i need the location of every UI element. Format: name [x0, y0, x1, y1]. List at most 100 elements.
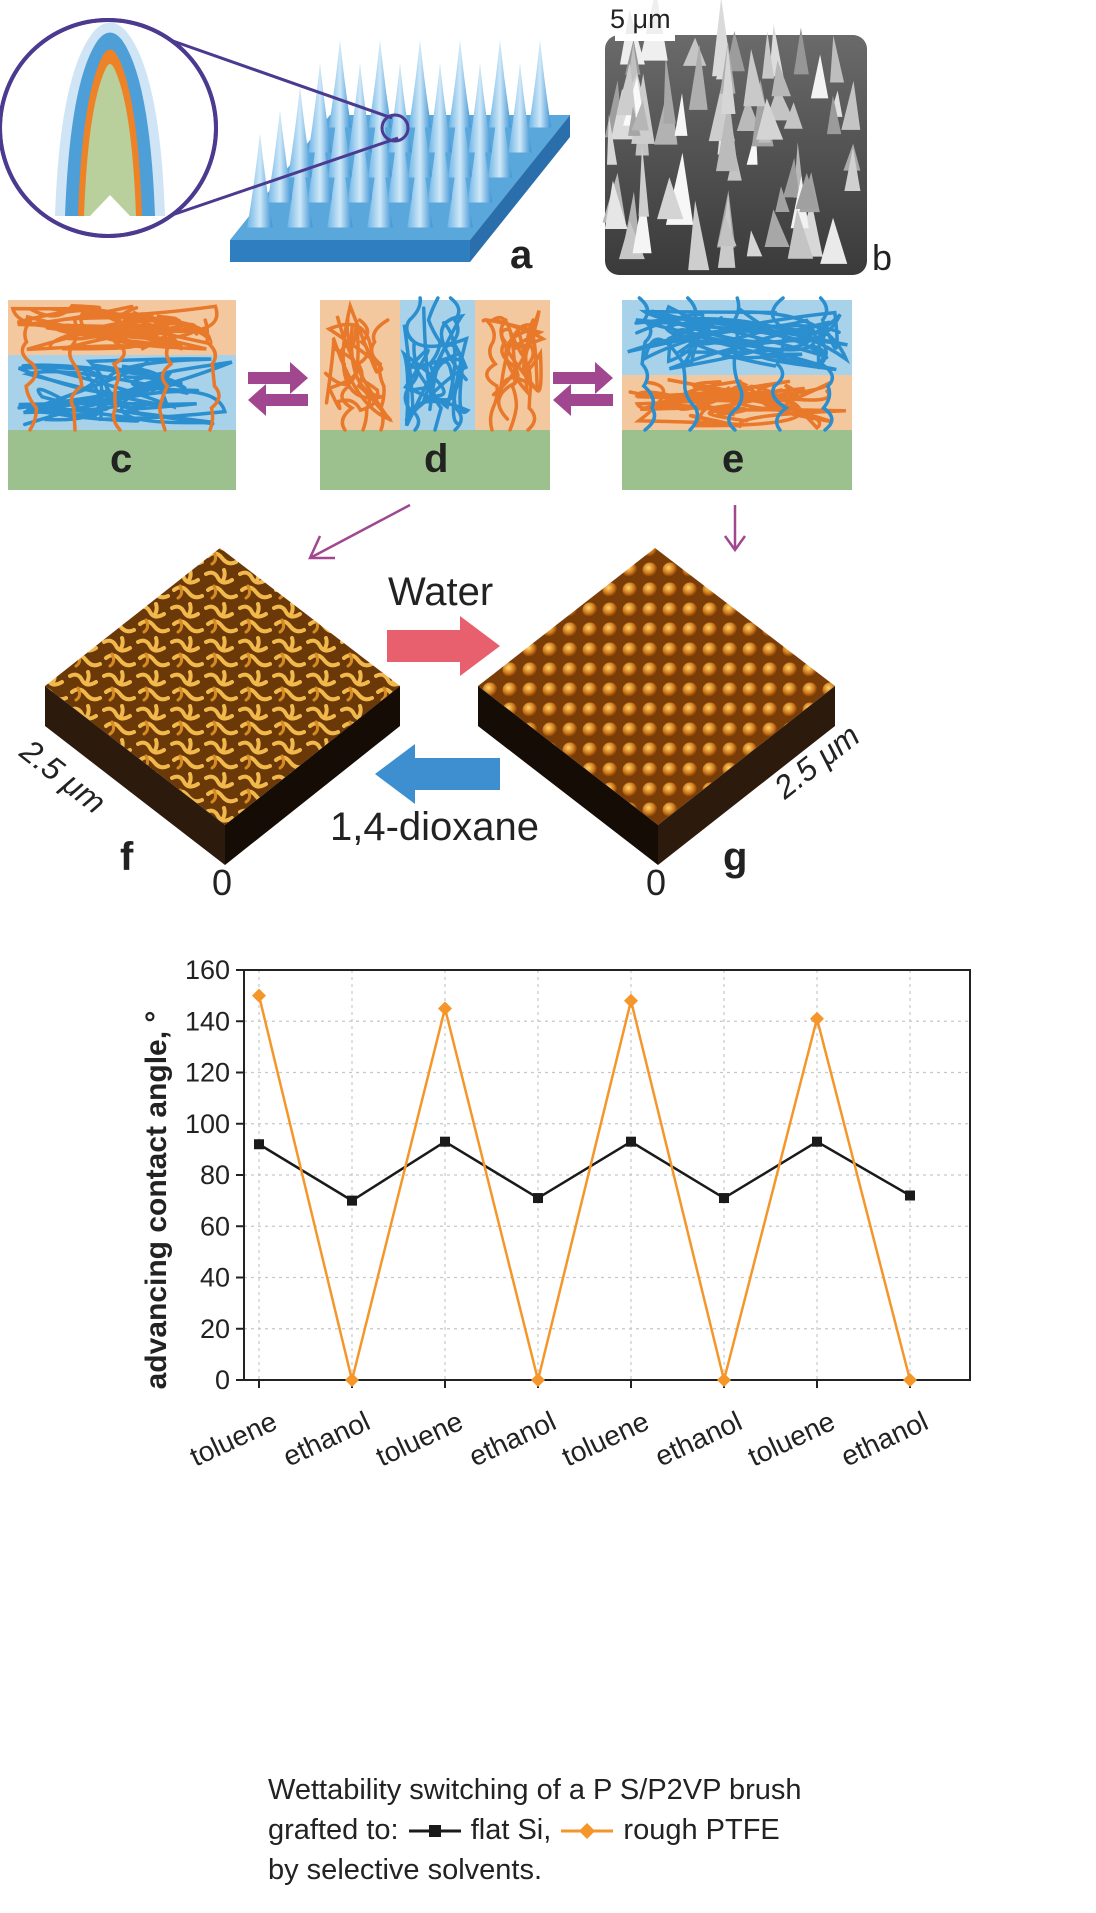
sem-spike — [688, 44, 708, 110]
data-point — [254, 1139, 264, 1150]
data-point — [531, 1373, 545, 1387]
polymer-chain — [402, 348, 461, 409]
cone — [368, 39, 392, 128]
panel-g-afm-dot-surface — [478, 548, 835, 865]
panel-label-e: e — [722, 437, 744, 481]
sem-spike — [639, 0, 668, 61]
sem-spike — [632, 191, 652, 254]
sem-spike — [766, 86, 794, 121]
sem-spike — [674, 93, 688, 136]
polymer-chain — [685, 320, 837, 372]
cone — [327, 133, 353, 228]
panel-label-b: b — [872, 237, 892, 278]
polymer-chain — [426, 296, 444, 432]
cone — [488, 86, 512, 178]
sem-spike — [769, 24, 784, 77]
cone — [388, 63, 412, 153]
polymer-chain — [338, 318, 356, 432]
cone — [448, 86, 472, 178]
sem-spike — [715, 97, 739, 172]
sem-spike — [787, 209, 814, 259]
sem-spike — [616, 62, 636, 116]
panel-label-a: a — [510, 233, 533, 277]
legend-rough-ptfe-marker — [561, 1823, 614, 1840]
equilibrium-arrows-de — [553, 362, 613, 416]
data-point — [719, 1193, 729, 1204]
sem-spike — [820, 217, 848, 264]
sem-spike — [771, 60, 791, 97]
x-tick-label: toluene — [371, 1405, 467, 1472]
y-tick-label: 140 — [185, 1006, 230, 1036]
polymer-chain — [203, 318, 221, 432]
polymer-chain — [20, 318, 39, 432]
x-tick-label: ethanol — [650, 1405, 746, 1472]
polymer-chain — [634, 378, 835, 411]
caption-line-2-prefix: grafted to: — [268, 1814, 407, 1846]
water-arrow — [387, 616, 500, 676]
panel-label-d: d — [424, 437, 448, 481]
polymer-chain — [818, 296, 835, 432]
y-tick-label: 20 — [200, 1314, 230, 1344]
polymer-chain — [355, 318, 372, 432]
sem-spike — [657, 177, 684, 220]
x-tick-label: ethanol — [464, 1405, 560, 1472]
sem-spike — [743, 49, 766, 107]
sem-spike — [720, 46, 736, 115]
cone — [427, 109, 453, 203]
panel-f-afm-worm-surface — [45, 548, 400, 865]
sem-spike — [810, 54, 829, 99]
sem-spike — [783, 102, 803, 129]
polymer-chain — [498, 323, 540, 398]
panel-d-brush: d — [320, 296, 550, 490]
y-tick-label: 80 — [200, 1160, 230, 1190]
cone — [328, 39, 352, 128]
sem-spikes — [602, 0, 861, 271]
polymer-chain — [668, 316, 848, 371]
y-tick-label: 0 — [215, 1365, 230, 1395]
cone — [287, 133, 313, 228]
cone-array — [247, 39, 552, 228]
water-arrow-label: Water — [388, 570, 493, 614]
cone — [247, 133, 273, 228]
cone — [267, 109, 293, 203]
sem-spike — [764, 209, 790, 247]
cone — [468, 63, 492, 153]
sem-spike — [717, 215, 737, 247]
sem-spike — [841, 80, 861, 130]
sem-spike — [663, 55, 676, 124]
data-point — [440, 1136, 450, 1147]
figure-caption: Wettability switching of a P S/P2VP brus… — [268, 1770, 1068, 1890]
sem-spike — [746, 230, 763, 257]
brush-schematics-row: c d e — [8, 296, 852, 490]
polymer-chain — [10, 304, 183, 349]
panel-label-c: c — [110, 437, 132, 481]
panel-label-f: f — [120, 835, 134, 879]
polymer-chain — [525, 318, 537, 432]
sem-spike — [844, 147, 861, 191]
polymer-chain — [484, 318, 499, 432]
polymer-chain — [403, 296, 423, 432]
sem-spike — [762, 31, 774, 79]
cone — [467, 109, 493, 203]
data-point — [626, 1136, 636, 1147]
sem-spike — [775, 186, 790, 213]
data-point — [717, 1373, 731, 1387]
data-point — [533, 1193, 543, 1204]
y-tick-label: 100 — [185, 1109, 230, 1139]
polymer-chain — [68, 318, 84, 432]
y-axis-label: advancing contact angle, ° — [140, 1011, 173, 1390]
panel-a-cone-array: a — [0, 18, 570, 277]
data-point — [905, 1190, 915, 1201]
x-tick-label: ethanol — [278, 1405, 374, 1472]
x-axis-ticks: tolueneethanoltolueneethanoltolueneethan… — [185, 1380, 933, 1472]
cone — [347, 109, 373, 203]
sem-spike — [826, 95, 842, 135]
polymer-chain — [637, 296, 657, 432]
polymer-chain — [499, 318, 520, 432]
data-point — [810, 1011, 824, 1026]
chart-series — [252, 988, 917, 1387]
panel-c-brush: c — [8, 300, 236, 490]
data-point — [345, 1373, 359, 1387]
panel-label-g: g — [723, 835, 747, 879]
sem-spike — [726, 30, 745, 72]
